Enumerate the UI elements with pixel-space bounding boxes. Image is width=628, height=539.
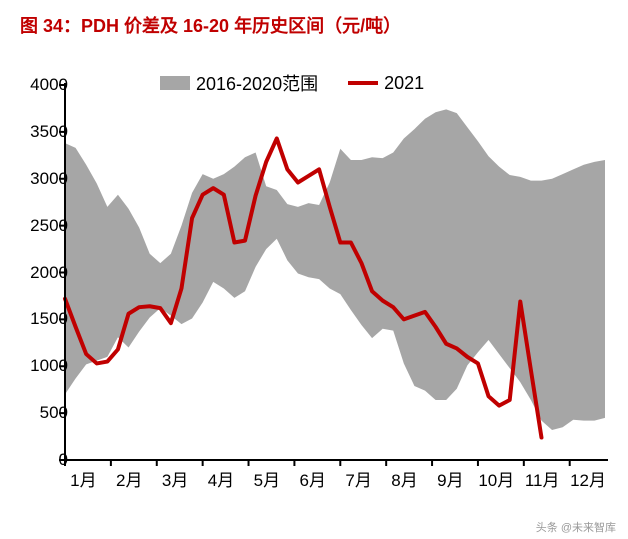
x-tick-label: 11月 — [525, 466, 560, 491]
x-tick-label: 1月 — [70, 466, 96, 491]
x-tick-label: 5月 — [254, 466, 280, 491]
legend-item-range: 2016-2020范围 — [160, 70, 318, 96]
chart-svg — [55, 80, 610, 480]
x-tick-label: 10月 — [478, 466, 514, 491]
x-tick-label: 6月 — [300, 466, 326, 491]
x-tick-label: 7月 — [345, 466, 371, 491]
legend-label-range: 2016-2020范围 — [196, 70, 318, 96]
x-tick-label: 4月 — [208, 466, 234, 491]
y-tick-label: 1000 — [30, 356, 68, 376]
range-band — [65, 109, 605, 430]
y-tick-label: 1500 — [30, 309, 68, 329]
legend-label-2021: 2021 — [384, 73, 424, 94]
legend-swatch-range — [160, 76, 190, 90]
watermark: 头条 @未来智库 — [536, 519, 616, 535]
x-tick-label: 9月 — [437, 466, 463, 491]
y-tick-label: 4000 — [30, 75, 68, 95]
chart-title: 图 34：PDH 价差及 16-20 年历史区间（元/吨） — [20, 12, 401, 38]
x-tick-label: 2月 — [116, 466, 142, 491]
chart-plot-area — [55, 80, 610, 480]
y-tick-label: 0 — [59, 450, 68, 470]
y-tick-label: 500 — [40, 403, 68, 423]
legend-item-2021: 2021 — [348, 73, 424, 94]
legend-swatch-2021 — [348, 81, 378, 85]
y-tick-label: 3500 — [30, 122, 68, 142]
y-tick-label: 2500 — [30, 216, 68, 236]
y-tick-label: 3000 — [30, 169, 68, 189]
x-tick-label: 3月 — [162, 466, 188, 491]
chart-legend: 2016-2020范围 2021 — [160, 70, 424, 96]
x-tick-label: 8月 — [391, 466, 417, 491]
y-tick-label: 2000 — [30, 263, 68, 283]
x-tick-label: 12月 — [570, 466, 606, 491]
